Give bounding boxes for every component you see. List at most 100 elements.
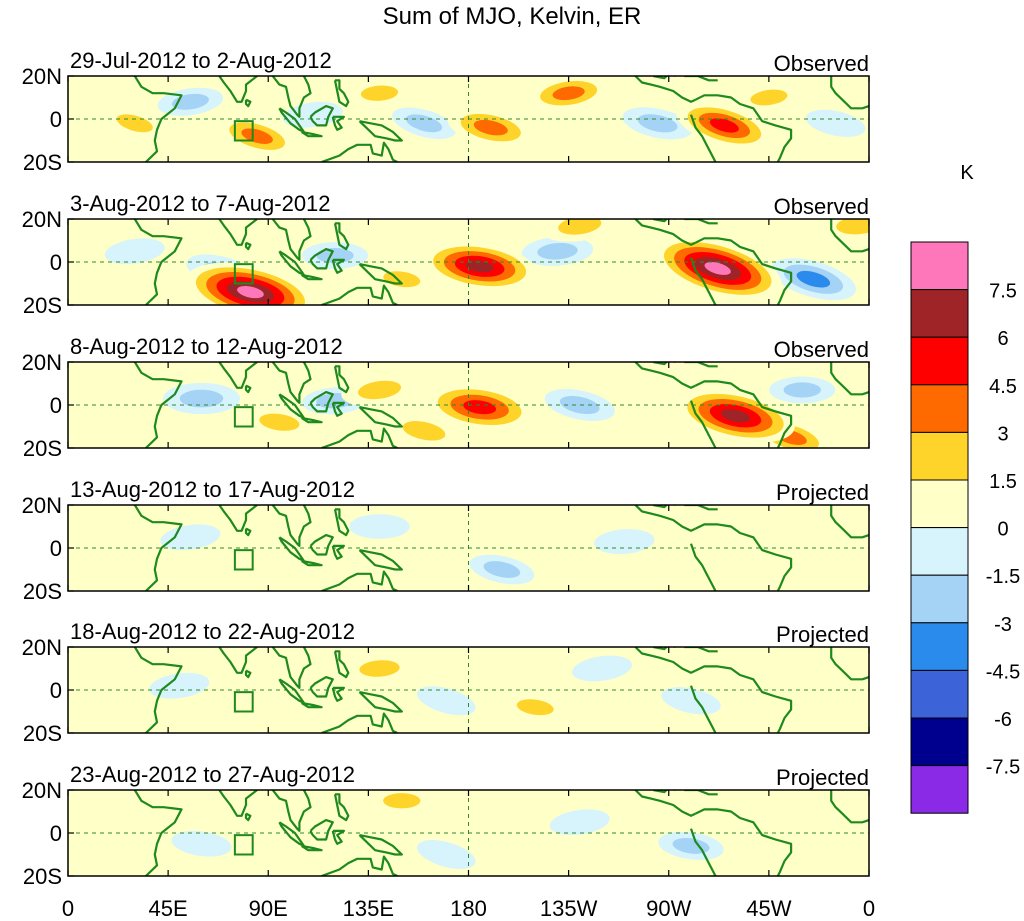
panel-4: 13-Aug-2012 to 17-Aug-2012 Projected 20N 0 2…	[22, 477, 870, 604]
panels-group: 29-Jul-2012 to 2-Aug-2012 Observed 20N 0 20S…	[22, 48, 870, 889]
colorbar-swatch	[910, 527, 969, 576]
coastline	[652, 76, 676, 80]
coastline	[689, 828, 717, 876]
x-tick-label: 0	[62, 896, 74, 921]
anomaly-cool-lon220-lat5	[537, 242, 578, 260]
coastline	[830, 505, 869, 539]
anomaly-warm-lon100-lat3	[260, 814, 321, 840]
coastline	[695, 237, 793, 305]
coastline	[689, 543, 717, 591]
anomaly-warm-lon40-lat-12	[126, 417, 188, 444]
y-tick-label: 0	[50, 678, 62, 703]
anomaly-field	[149, 653, 833, 722]
coastline	[652, 505, 676, 509]
coastline	[321, 284, 398, 305]
coastline	[309, 391, 334, 413]
y-tick-label: 20N	[22, 635, 62, 660]
coastline	[689, 400, 717, 448]
coastline	[309, 105, 334, 127]
colorbar-level-label: 1.5	[989, 471, 1017, 493]
coastline	[695, 94, 793, 162]
coastline	[333, 793, 350, 822]
coastline	[652, 647, 676, 651]
coastline	[684, 76, 718, 82]
coastline	[333, 365, 350, 394]
coastline	[830, 362, 869, 396]
y-tick-label: 0	[50, 536, 62, 561]
colorbar-swatch	[910, 622, 969, 671]
coastline	[244, 384, 252, 394]
anomaly-field	[126, 373, 836, 448]
colorbar-swatch	[910, 336, 969, 386]
anomaly-warm-lon320-lat8	[749, 803, 811, 829]
coastline	[218, 505, 258, 532]
anomaly-warm-lon150-lat15	[383, 793, 421, 809]
coastline	[695, 665, 793, 733]
reference-box	[233, 691, 254, 713]
coastline	[133, 76, 183, 162]
coastline	[358, 549, 403, 571]
colorbar-level-label: -6	[994, 709, 1012, 731]
coastline	[309, 676, 334, 698]
coastline	[634, 790, 696, 817]
coastline	[278, 536, 305, 562]
anomaly-cool-lon240-lat10	[571, 655, 633, 682]
panel-status-label: Projected	[776, 480, 869, 505]
y-tick-label: 20N	[22, 350, 62, 375]
anomaly-warm-lon225-lat12	[552, 86, 585, 101]
coastline	[634, 362, 696, 389]
coastline	[271, 362, 312, 404]
panel-period-label: 23-Aug-2012 to 27-Aug-2012	[70, 762, 355, 787]
coastline	[830, 76, 869, 110]
anomaly-cool-lon330-lat7	[783, 382, 821, 398]
coastline	[301, 130, 323, 138]
anomaly-warm-lon330-lat3	[772, 671, 833, 696]
y-tick-label: 0	[50, 107, 62, 132]
anomaly-warm-lon300-lat5	[705, 524, 766, 550]
colorbar-level-label: 4.5	[989, 376, 1017, 398]
anomaly-cool-lon170-lat-5	[416, 686, 476, 716]
colorbar-swatch	[910, 574, 969, 624]
y-tick-label: 0	[50, 250, 62, 275]
coastline	[689, 114, 717, 162]
panel-period-label: 18-Aug-2012 to 22-Aug-2012	[70, 619, 355, 644]
colorbar-level-label: -4.5	[986, 661, 1020, 683]
colorbar-level-label: -1.5	[986, 566, 1020, 588]
anomaly-warm-lon82-lat-14	[237, 286, 264, 299]
coastline	[244, 812, 252, 822]
coastline	[278, 250, 305, 276]
panel-period-label: 29-Jul-2012 to 2-Aug-2012	[70, 48, 332, 73]
anomaly-warm-lon95-lat-8	[259, 413, 300, 431]
coastline	[331, 401, 345, 417]
coastline	[218, 76, 258, 103]
y-tick-label: 20S	[23, 436, 62, 461]
panel-period-label: 8-Aug-2012 to 12-Aug-2012	[70, 334, 343, 359]
colorbar-swatch	[910, 765, 969, 814]
colorbar-level-label: 6	[997, 328, 1008, 350]
panel-6: 23-Aug-2012 to 27-Aug-2012 Projected 20N 0 2…	[22, 762, 870, 889]
coastline	[271, 790, 312, 832]
coastline	[271, 219, 312, 261]
anomaly-cool-lon280-lat-6	[672, 837, 710, 854]
coastline	[218, 219, 258, 246]
colorbar-swatch	[910, 431, 969, 481]
anomaly-warm-lon210-lat-8	[516, 699, 554, 716]
anomaly-warm-lon292-lat-3	[704, 261, 731, 275]
anomaly-warm-lon340-lat-5	[794, 545, 855, 572]
colorbar-level-label: 7.5	[989, 281, 1017, 303]
panel-status-label: Observed	[774, 337, 869, 362]
anomaly-cool-lon50-lat2	[149, 672, 210, 699]
coastline	[333, 222, 350, 251]
coastline	[684, 505, 718, 511]
coastline	[331, 686, 345, 702]
coastline	[652, 219, 676, 223]
coastline	[278, 821, 305, 847]
reference-box	[233, 549, 254, 571]
coastline	[333, 79, 350, 108]
anomaly-cool-lon280-lat-5	[661, 687, 721, 715]
coastline	[278, 393, 305, 419]
coastline	[695, 380, 793, 448]
anomaly-cool-lon30-lat5	[104, 238, 165, 265]
coastline	[244, 98, 252, 108]
